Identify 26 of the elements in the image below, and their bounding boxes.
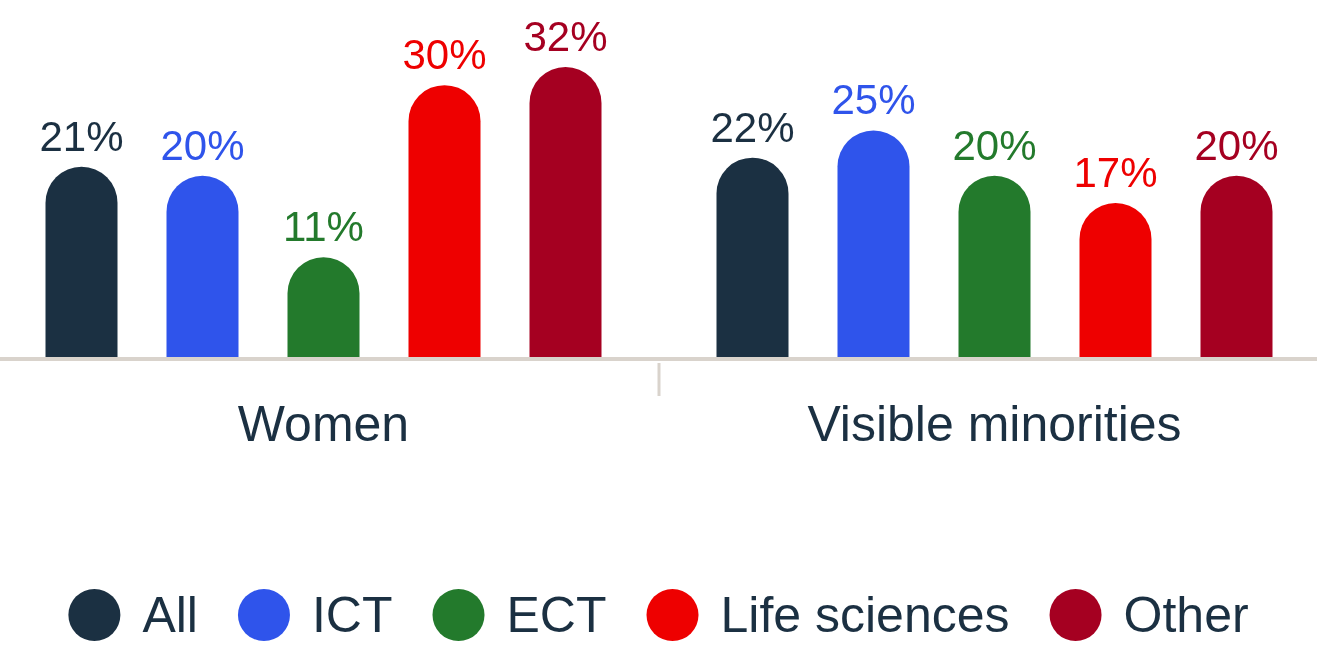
data-label: 22% bbox=[710, 103, 795, 151]
bar bbox=[166, 175, 239, 357]
bar bbox=[408, 85, 481, 357]
bar bbox=[716, 157, 789, 357]
data-label: 20% bbox=[1194, 121, 1279, 169]
data-label: 21% bbox=[39, 112, 124, 160]
x-tick-label: Women bbox=[237, 396, 410, 452]
data-label: 20% bbox=[160, 121, 245, 169]
data-label: 20% bbox=[952, 121, 1037, 169]
bar bbox=[529, 67, 602, 357]
bar bbox=[837, 130, 910, 357]
data-label: 25% bbox=[831, 76, 916, 124]
legend-label: All bbox=[142, 587, 198, 643]
legend-label: Other bbox=[1123, 587, 1249, 643]
bar bbox=[1200, 175, 1273, 357]
bar bbox=[45, 166, 118, 357]
legend-label: Life sciences bbox=[720, 587, 1010, 643]
bar bbox=[958, 175, 1031, 357]
data-label: 32% bbox=[523, 13, 608, 60]
data-label: 11% bbox=[283, 203, 364, 251]
data-label: 17% bbox=[1073, 148, 1158, 196]
bar bbox=[1079, 203, 1152, 357]
data-label: 30% bbox=[402, 31, 487, 79]
x-tick-label: Visible minorities bbox=[807, 396, 1182, 452]
legend-label: ECT bbox=[506, 587, 607, 643]
legend-label: ICT bbox=[311, 587, 393, 643]
